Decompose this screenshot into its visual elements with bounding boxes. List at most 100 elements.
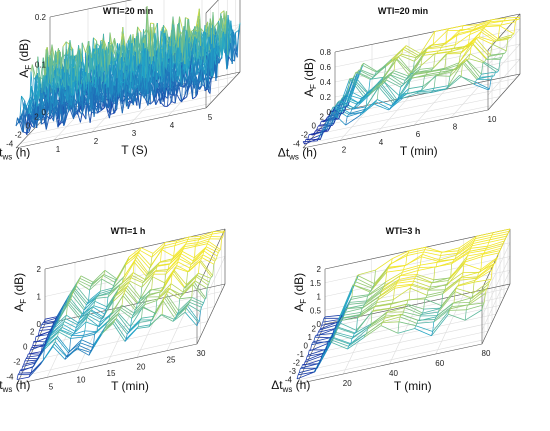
mesh-line-y [157, 296, 160, 300]
mesh-line-y [90, 283, 93, 287]
mesh-line-x [49, 114, 55, 122]
mesh-line-x [434, 263, 452, 268]
mesh-line-x [152, 242, 166, 254]
mesh-line-x [57, 336, 70, 352]
mesh-line-y [181, 291, 184, 296]
mesh-line-y [166, 291, 169, 295]
mesh-line-y [385, 63, 388, 67]
mesh-line-y [502, 20, 505, 22]
mesh-line-x [97, 293, 110, 297]
mesh-line-y [95, 296, 98, 299]
mesh-line-y [54, 318, 57, 322]
mesh-line-x [194, 280, 208, 289]
mesh-line-y [139, 247, 142, 251]
mesh-line-x [415, 325, 433, 332]
mesh-line-y [177, 258, 180, 263]
mesh-line-x [399, 316, 418, 324]
mesh-line-x [39, 329, 52, 331]
mesh-line-y [215, 64, 218, 79]
mesh-line-y [216, 45, 219, 79]
mesh-line-y [181, 31, 184, 63]
mesh-line-y [328, 110, 331, 117]
mesh-line-x [186, 272, 199, 286]
mesh-line-y [163, 282, 166, 288]
mesh-line-x [448, 25, 464, 30]
mesh-line-x [336, 332, 354, 338]
mesh-line-y [106, 297, 109, 307]
mesh-line-y [56, 320, 59, 324]
z-tick-label: 0.2 [35, 13, 47, 22]
mesh-line-y [398, 275, 401, 280]
mesh-line-y [390, 72, 393, 76]
mesh-line-y [169, 263, 171, 265]
mesh-line-x [144, 97, 149, 106]
mesh-line-y [192, 36, 195, 44]
mesh-line-x [296, 371, 314, 380]
mesh-line-y [322, 120, 325, 123]
mesh-line-x [44, 337, 57, 350]
mesh-line-x [188, 304, 201, 313]
mesh-line-y [122, 81, 125, 83]
mesh-line-x [216, 35, 221, 55]
mesh-line-y [183, 69, 187, 73]
mesh-line-y [204, 246, 207, 249]
mesh-line-y [198, 238, 201, 240]
mesh-line-x [430, 284, 448, 288]
mesh-line-y [341, 112, 344, 114]
mesh-line-y [196, 85, 199, 95]
mesh-line-y [460, 62, 463, 77]
mesh-line-y [445, 30, 448, 44]
mesh-line-x [169, 16, 174, 47]
mesh-line-y [376, 83, 379, 85]
mesh-line-y [107, 293, 110, 298]
mesh-line-x [73, 321, 87, 334]
mesh-line-x [404, 307, 422, 315]
mesh-line-x [105, 314, 118, 327]
mesh-line-y [47, 100, 50, 108]
mesh-line-x [468, 58, 484, 63]
mesh-line-x [190, 254, 204, 265]
mesh-line-x [175, 239, 189, 244]
mesh-line-x [107, 308, 120, 322]
mesh-line-y [55, 316, 58, 319]
mesh-line-y [18, 120, 21, 123]
mesh-line-x [88, 334, 102, 356]
mesh-line-y [334, 324, 337, 329]
mesh-line-y [176, 42, 179, 48]
mesh-line-x [352, 78, 368, 93]
mesh-line-y [193, 52, 196, 64]
mesh-line-y [172, 16, 175, 66]
mesh-line-y [102, 274, 105, 276]
mesh-line-x [481, 71, 496, 75]
mesh-line-y [23, 360, 26, 365]
mesh-line-y [75, 324, 78, 328]
mesh-line-y [102, 316, 104, 319]
mesh-line-y [67, 110, 70, 114]
mesh-line-x [343, 96, 359, 104]
mesh-line-y [499, 57, 502, 60]
mesh-line-x [364, 325, 382, 338]
mesh-line-y [61, 79, 64, 86]
mesh-line-y [185, 305, 188, 309]
mesh-line-x [324, 314, 342, 318]
mesh-line-x [27, 355, 40, 358]
mesh-line-x [450, 304, 468, 310]
mesh-line-x [311, 340, 329, 346]
mesh-line-y [96, 40, 99, 79]
mesh-line-y [127, 81, 130, 93]
mesh-line-y [108, 291, 111, 294]
mesh-line-y [312, 341, 314, 343]
mesh-line-x [337, 327, 355, 334]
mesh-line-y [128, 92, 131, 100]
mesh-line-y [370, 287, 373, 292]
mesh-line-y [360, 97, 363, 100]
mesh-line-x [491, 17, 506, 21]
mesh-line-x [379, 84, 395, 103]
mesh-line-y [120, 305, 123, 308]
z-tick-label: 0 [42, 108, 47, 117]
mesh-line-x [353, 75, 369, 94]
mesh-line-y [419, 65, 422, 70]
mesh-line-x [438, 69, 454, 75]
mesh-line-y [381, 80, 384, 85]
mesh-line-y [88, 352, 91, 356]
